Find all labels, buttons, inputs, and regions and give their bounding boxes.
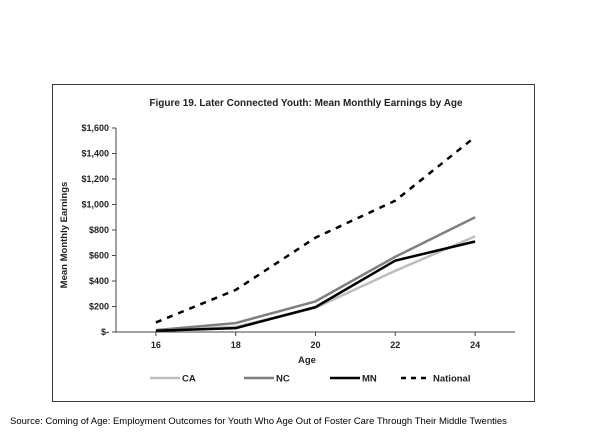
y-tick-label: $- <box>101 327 109 337</box>
x-axis-ticks: 16 18 20 22 24 <box>151 332 480 350</box>
y-tick-label: $1,000 <box>81 200 109 210</box>
series-line-ca <box>155 235 476 332</box>
series-line-nc <box>155 216 476 332</box>
source-note: Source: Coming of Age: Employment Outcom… <box>10 416 507 427</box>
legend-label-ca: CA <box>182 374 196 385</box>
legend-label-nc: NC <box>276 374 290 385</box>
y-tick-label: $1,400 <box>81 149 109 159</box>
y-tick-label: $1,200 <box>81 174 109 184</box>
x-axis-title: Age <box>298 355 316 366</box>
y-tick-label: $400 <box>89 276 109 286</box>
series-lines <box>155 135 476 332</box>
y-tick-label: $600 <box>89 251 109 261</box>
y-axis-title: Mean Monthly Earnings <box>59 182 70 289</box>
y-axis-ticks: $- $200 $400 $600 $800 $1,000 $1,200 $1,400 $1,6… <box>81 123 116 337</box>
y-tick-label: $1,600 <box>81 123 109 133</box>
x-tick-label: 24 <box>470 340 480 350</box>
legend-label-national: National <box>433 374 470 385</box>
y-tick-label: $200 <box>89 302 109 312</box>
chart-frame: Figure 19. Later Connected Youth: Mean M… <box>52 84 535 402</box>
series-line-national <box>155 135 476 324</box>
x-tick-label: 18 <box>231 340 241 350</box>
x-tick-label: 20 <box>310 340 320 350</box>
x-tick-label: 16 <box>151 340 161 350</box>
x-tick-label: 22 <box>390 340 400 350</box>
chart-title: Figure 19. Later Connected Youth: Mean M… <box>149 98 463 109</box>
y-tick-label: $800 <box>89 225 109 235</box>
legend-label-mn: MN <box>362 374 377 385</box>
line-chart: Figure 19. Later Connected Youth: Mean M… <box>59 98 515 385</box>
series-line-mn <box>155 240 476 332</box>
legend: CA NC MN National <box>150 374 470 385</box>
